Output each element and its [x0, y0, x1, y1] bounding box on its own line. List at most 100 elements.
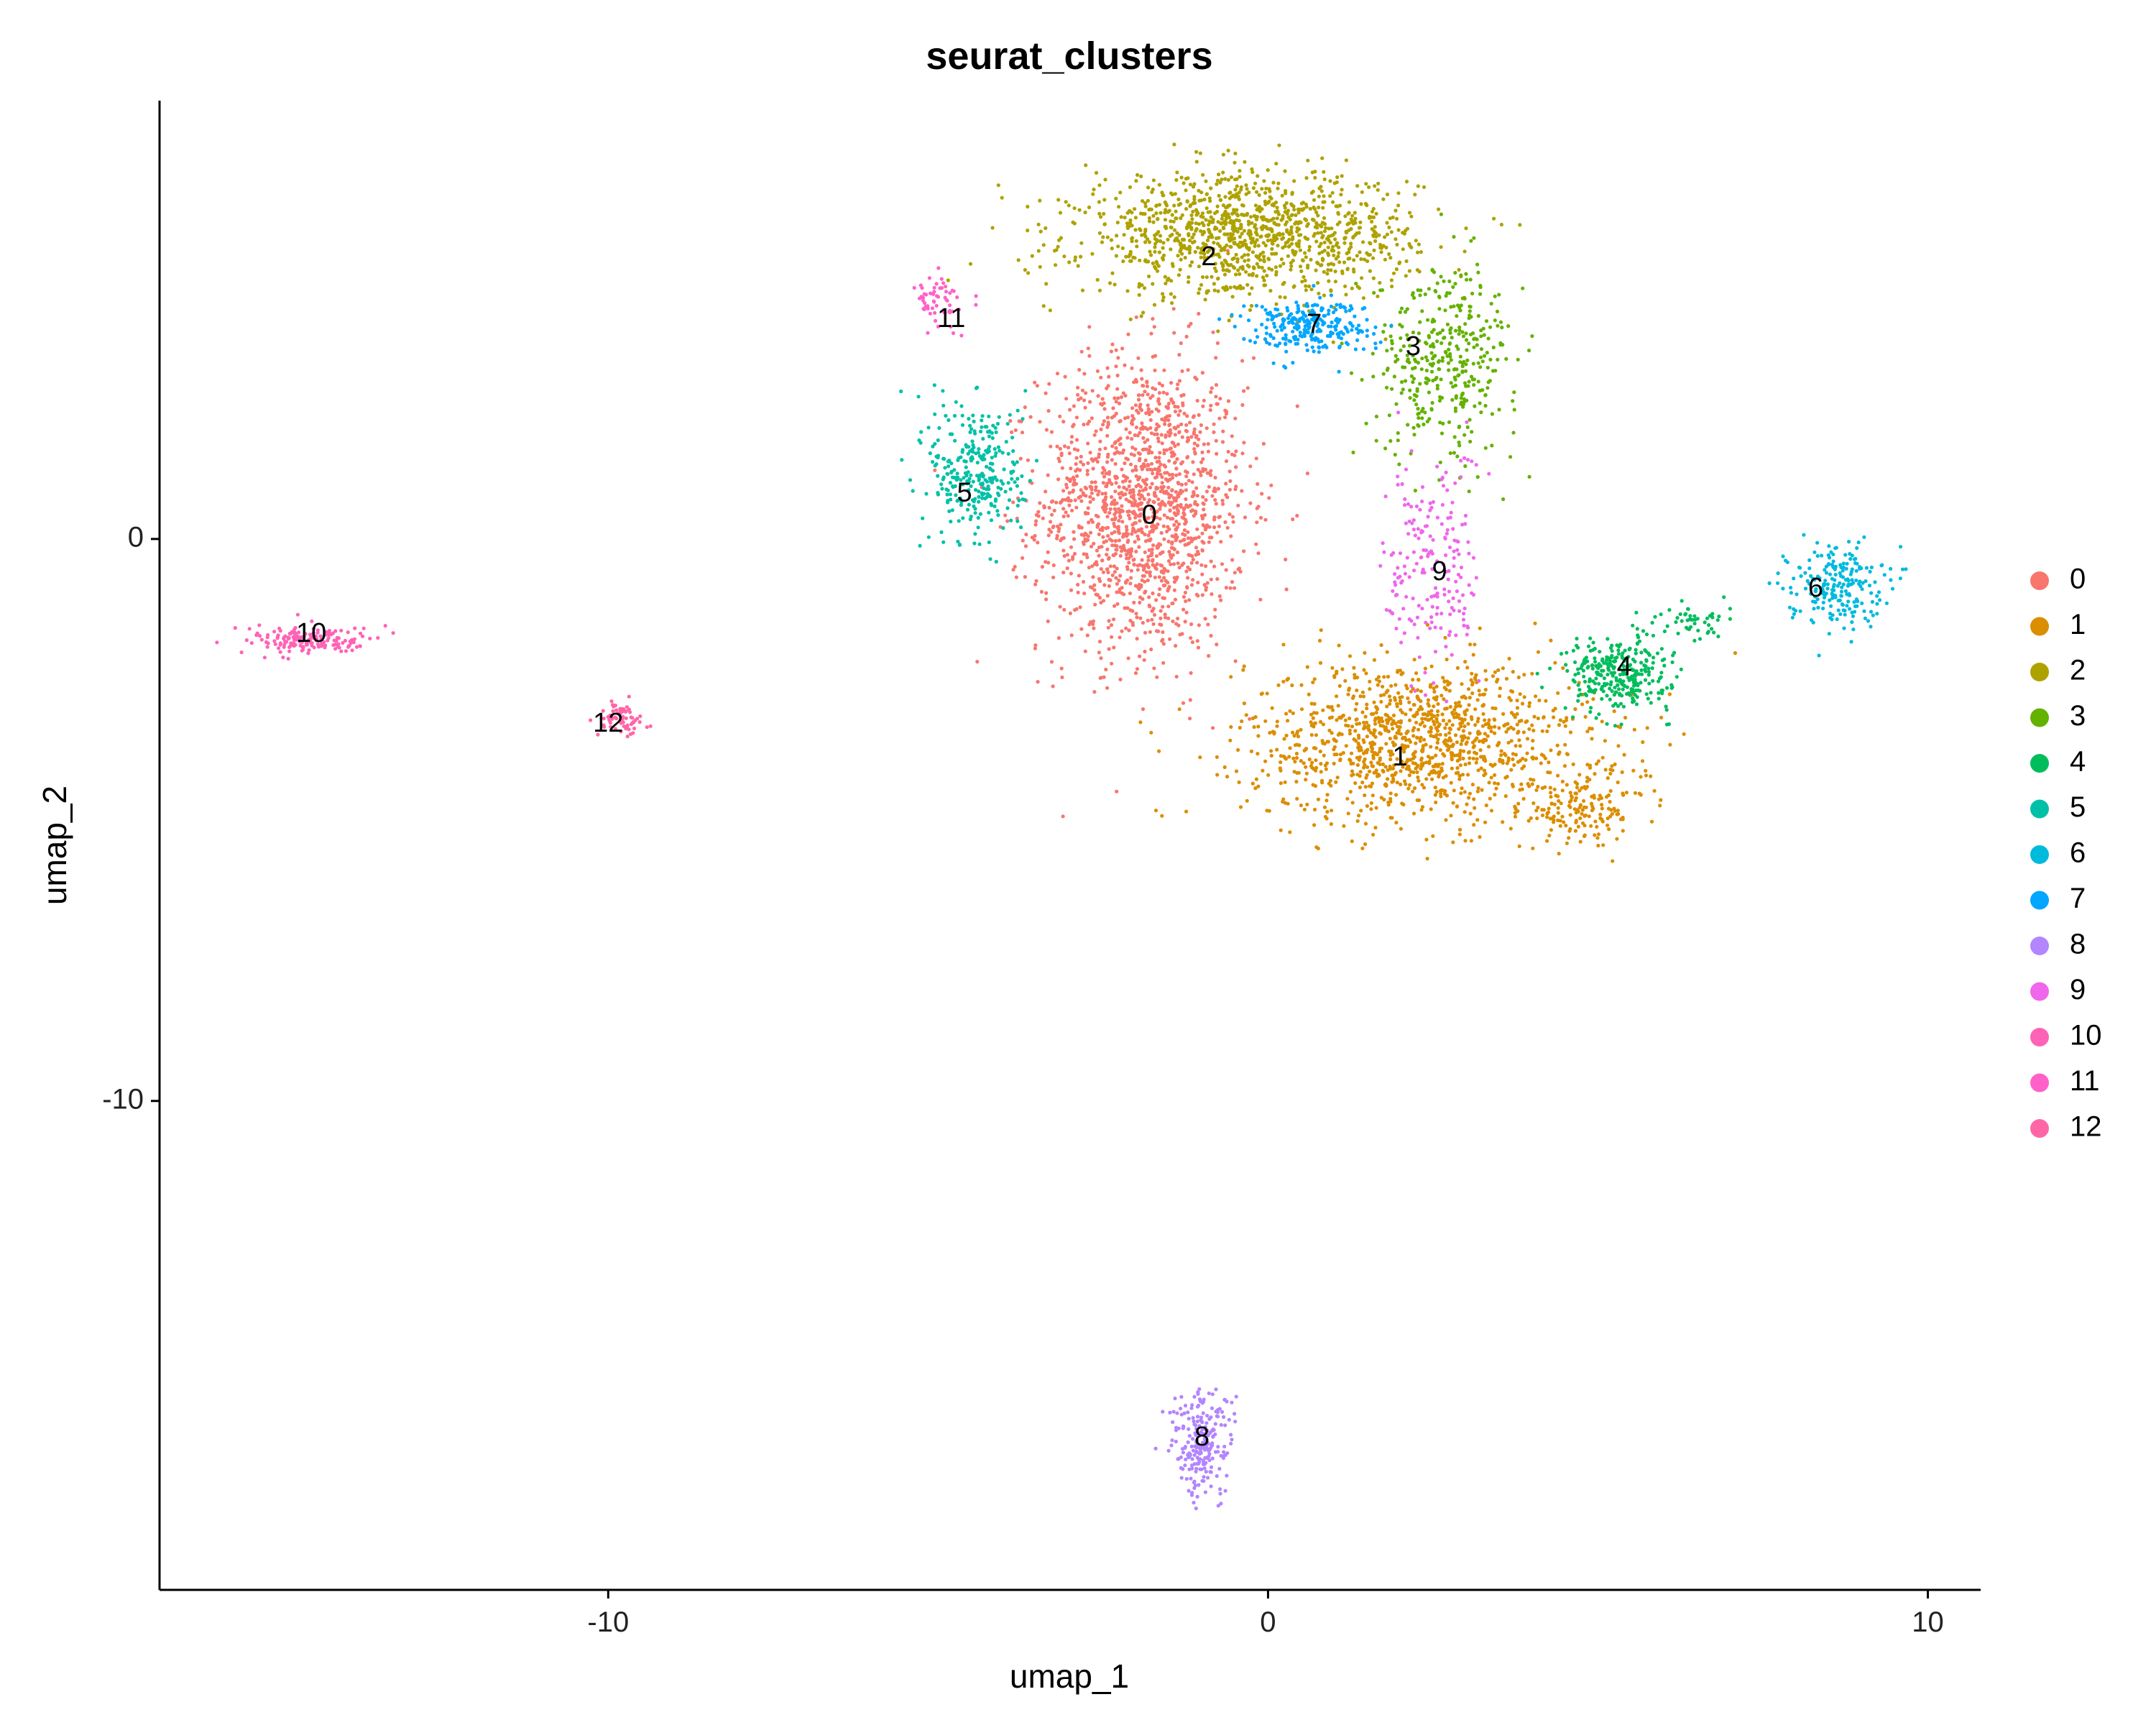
- data-point: [1434, 717, 1439, 722]
- data-point: [1389, 230, 1393, 234]
- data-point: [1295, 796, 1299, 801]
- data-point: [1417, 339, 1422, 343]
- data-point: [993, 454, 998, 458]
- data-point: [1457, 827, 1462, 832]
- data-point: [1234, 769, 1239, 773]
- data-point: [1293, 760, 1297, 764]
- data-point: [1290, 213, 1294, 217]
- data-point: [1281, 236, 1286, 240]
- data-point: [1478, 285, 1483, 290]
- data-point: [1331, 200, 1335, 204]
- data-point: [1120, 479, 1125, 484]
- data-point: [1335, 718, 1339, 722]
- data-point: [1414, 239, 1418, 243]
- data-point: [1082, 372, 1087, 376]
- data-point: [1101, 570, 1105, 574]
- data-point: [1177, 430, 1181, 434]
- data-point: [995, 422, 1000, 426]
- data-point: [1212, 266, 1217, 270]
- data-point: [1457, 717, 1462, 721]
- data-point: [1021, 417, 1025, 421]
- data-point: [1378, 762, 1382, 766]
- data-point: [1530, 334, 1534, 339]
- data-point: [1189, 213, 1194, 218]
- data-point: [1168, 423, 1172, 427]
- data-point: [1158, 622, 1162, 627]
- data-point: [1186, 368, 1190, 372]
- data-point: [1404, 760, 1409, 765]
- data-point: [1044, 560, 1048, 564]
- data-point: [1576, 824, 1580, 829]
- data-point: [1170, 500, 1174, 505]
- data-point: [1549, 795, 1553, 799]
- data-point: [1189, 435, 1194, 439]
- data-point: [1084, 391, 1088, 395]
- data-point: [1386, 729, 1391, 733]
- data-point: [1493, 718, 1497, 722]
- data-point: [1202, 398, 1206, 402]
- data-point: [1451, 840, 1455, 845]
- data-point: [1253, 714, 1258, 719]
- data-point: [1107, 619, 1111, 623]
- data-point: [1518, 692, 1522, 696]
- data-point: [1322, 229, 1327, 234]
- data-point: [954, 475, 959, 479]
- data-point: [1363, 842, 1368, 847]
- data-point: [1405, 730, 1410, 734]
- data-point: [1140, 494, 1144, 498]
- data-point: [1072, 537, 1077, 541]
- data-point: [1112, 645, 1116, 650]
- data-point: [1493, 670, 1497, 674]
- data-point: [1135, 433, 1140, 438]
- data-point: [1260, 187, 1264, 191]
- data-point: [1342, 824, 1346, 828]
- data-point: [1429, 408, 1434, 412]
- data-point: [1271, 216, 1276, 221]
- data-point: [1261, 441, 1266, 446]
- data-point: [1132, 562, 1136, 566]
- data-point: [1500, 326, 1504, 330]
- data-point: [1263, 244, 1268, 248]
- data-point: [1344, 158, 1348, 162]
- data-point: [1530, 746, 1534, 750]
- data-point: [1169, 247, 1173, 252]
- data-point: [1085, 555, 1089, 560]
- data-point: [1399, 336, 1403, 341]
- data-point: [1576, 694, 1581, 698]
- data-point: [1143, 533, 1147, 537]
- data-point: [1517, 844, 1521, 848]
- data-point: [1622, 753, 1626, 757]
- data-point: [932, 383, 936, 387]
- data-point: [1529, 816, 1533, 820]
- data-point: [1601, 843, 1606, 847]
- data-point: [1154, 554, 1159, 558]
- data-point: [1228, 231, 1233, 236]
- data-point: [1484, 803, 1488, 808]
- data-point: [1511, 689, 1515, 694]
- data-point: [1665, 624, 1669, 628]
- data-point: [1260, 265, 1264, 270]
- data-point: [1384, 245, 1388, 249]
- data-point: [1695, 617, 1700, 621]
- data-point: [1618, 691, 1622, 696]
- data-point: [1615, 812, 1619, 816]
- data-point: [1588, 648, 1593, 653]
- data-point: [900, 458, 904, 462]
- data-point: [1143, 258, 1148, 262]
- data-point: [1213, 498, 1217, 502]
- data-point: [1041, 516, 1045, 520]
- data-point: [1485, 386, 1490, 390]
- data-point: [1251, 186, 1256, 190]
- data-point: [1552, 787, 1557, 791]
- data-point: [1175, 550, 1180, 555]
- data-point: [1110, 482, 1114, 487]
- data-point: [1143, 240, 1148, 244]
- data-point: [1206, 622, 1210, 627]
- data-point: [1074, 505, 1079, 510]
- data-point: [1089, 416, 1094, 420]
- data-point: [1298, 248, 1302, 252]
- data-point: [1536, 650, 1541, 654]
- data-point: [1488, 725, 1492, 730]
- data-point: [1225, 525, 1230, 530]
- data-point: [1390, 780, 1394, 784]
